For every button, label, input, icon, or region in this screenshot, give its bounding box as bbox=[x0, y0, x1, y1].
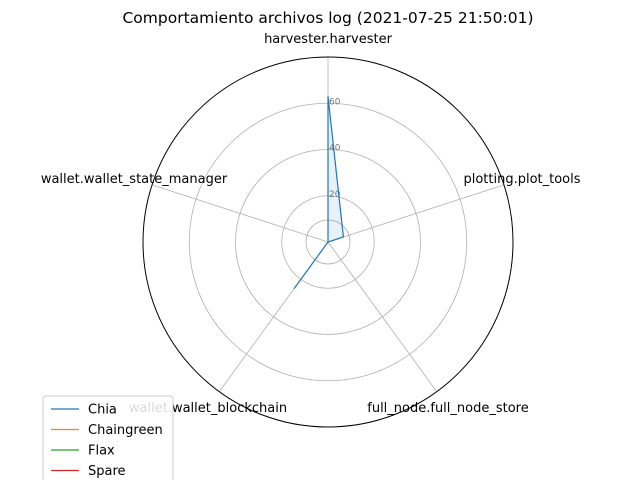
axis-label-2: full_node.full_node_store bbox=[367, 401, 528, 416]
chart-title: Comportamiento archivos log (2021-07-25 … bbox=[122, 9, 533, 27]
grid-spoke-1 bbox=[327, 184, 505, 243]
legend-box bbox=[42, 395, 174, 480]
radar-axis-labels: harvester.harvester plotting.plot_toolsfu… bbox=[41, 32, 581, 416]
legend: Chia Chaingreen Flax Spare bbox=[42, 395, 174, 480]
series-line-chia bbox=[293, 96, 345, 290]
r-tick-label-60: 60 bbox=[329, 97, 341, 107]
radar-frame bbox=[142, 56, 514, 428]
legend-entry-chaingreen: Chaingreen bbox=[88, 423, 163, 438]
legend-entry-flax: Flax bbox=[88, 444, 115, 459]
axis-label-1: plotting.plot_tools bbox=[463, 172, 580, 187]
r-tick-label-40: 40 bbox=[329, 144, 341, 154]
grid-spoke-2 bbox=[327, 241, 438, 392]
legend-entry-spare: Spare bbox=[88, 464, 126, 479]
axis-label-0: harvester.harvester bbox=[264, 32, 393, 47]
grid-spoke-4 bbox=[151, 184, 329, 243]
radar-series bbox=[293, 96, 345, 290]
series-fill-chia bbox=[294, 96, 344, 289]
r-tick-label-20: 20 bbox=[329, 190, 341, 200]
axis-label-4: wallet.wallet_state_manager bbox=[41, 172, 228, 187]
legend-entry-chia: Chia bbox=[88, 403, 117, 418]
